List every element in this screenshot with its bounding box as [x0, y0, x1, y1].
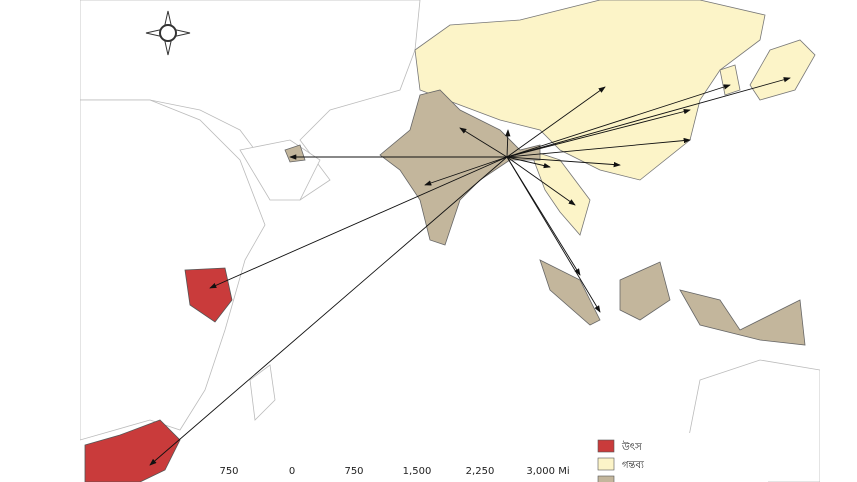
scale-label: 3,000 Mi	[526, 466, 569, 477]
source-region	[84, 419, 181, 482]
scale-label: 2,250	[466, 466, 495, 477]
basemap	[80, 0, 820, 482]
transit-region	[539, 259, 601, 326]
legend-swatch	[597, 439, 615, 453]
scale-label: 750	[344, 466, 363, 477]
transit-region	[619, 261, 671, 321]
legend: উৎস গন্তব্য	[588, 433, 768, 482]
legend-label: গন্তব্য	[622, 460, 645, 471]
destination-region	[414, 0, 766, 181]
scale-bar: 750 0 750 1,500 2,250 3,000 Mi	[180, 455, 580, 482]
scale-label: 1,500	[403, 466, 432, 477]
scale-label: 0	[289, 466, 295, 477]
flow-arrows	[149, 77, 791, 466]
legend-swatch	[597, 475, 615, 482]
legend-label: উৎস	[621, 440, 642, 453]
scale-label: 750	[219, 466, 238, 477]
legend-swatch	[597, 457, 615, 471]
destination-region	[529, 149, 591, 236]
source-region	[184, 267, 233, 323]
transit-region	[679, 289, 806, 346]
compass	[145, 10, 191, 56]
